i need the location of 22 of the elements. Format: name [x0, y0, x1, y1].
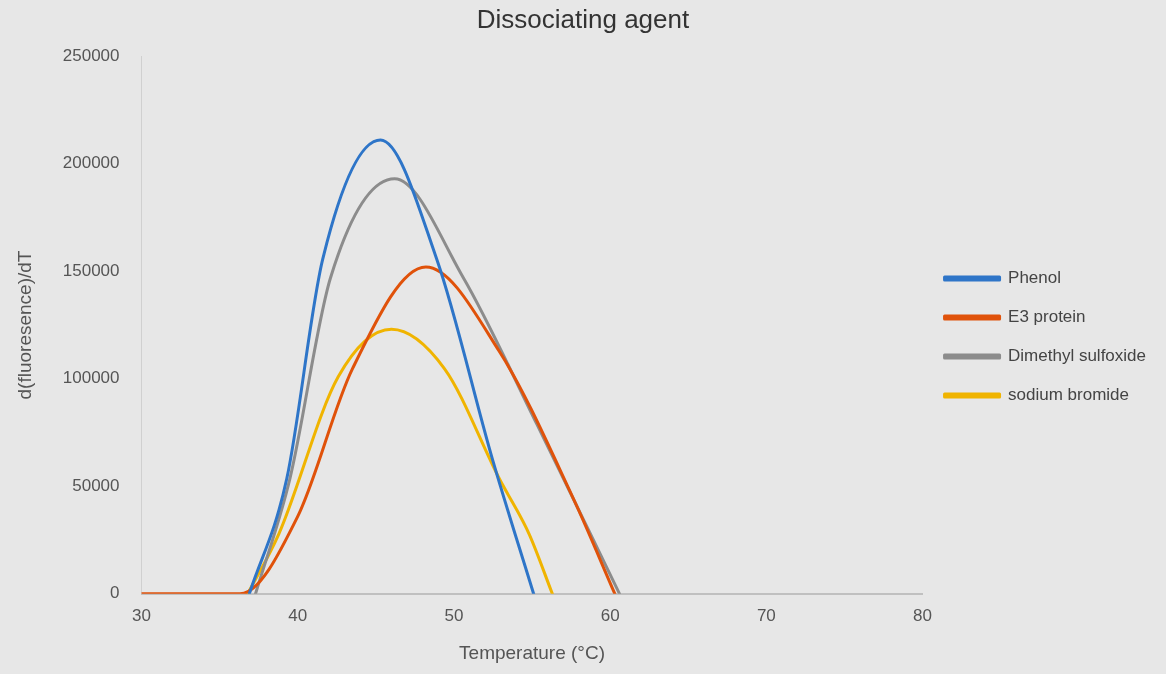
- y-tick-label: 250000: [62, 45, 120, 65]
- legend-label: Dimethyl sulfoxide: [1008, 346, 1147, 366]
- x-tick-label: 30: [132, 605, 151, 625]
- x-tick-label: 50: [444, 605, 464, 625]
- line-series: [141, 265, 617, 594]
- x-tick-label: 40: [288, 605, 308, 625]
- chart-title: Dissociating agent: [476, 3, 690, 34]
- y-tick-label: 100000: [62, 368, 120, 388]
- y-tick-label: 200000: [62, 153, 120, 173]
- x-tick-label: 80: [913, 605, 933, 625]
- line-series: [246, 327, 554, 594]
- x-tick-label: 60: [600, 605, 620, 625]
- line-series: [247, 138, 536, 594]
- legend-label: Phenol: [1008, 268, 1061, 288]
- x-tick-label: 70: [756, 605, 776, 625]
- y-tick-label: 50000: [72, 475, 120, 495]
- y-tick-label: 150000: [62, 260, 120, 280]
- legend-label: sodium bromide: [1008, 385, 1130, 405]
- legend-label: E3 protein: [1008, 307, 1086, 327]
- y-tick-label: 0: [110, 583, 120, 603]
- y-axis-title: d(fluoresence)/dT: [13, 250, 35, 400]
- x-axis-title: Temperature (°C): [459, 641, 605, 663]
